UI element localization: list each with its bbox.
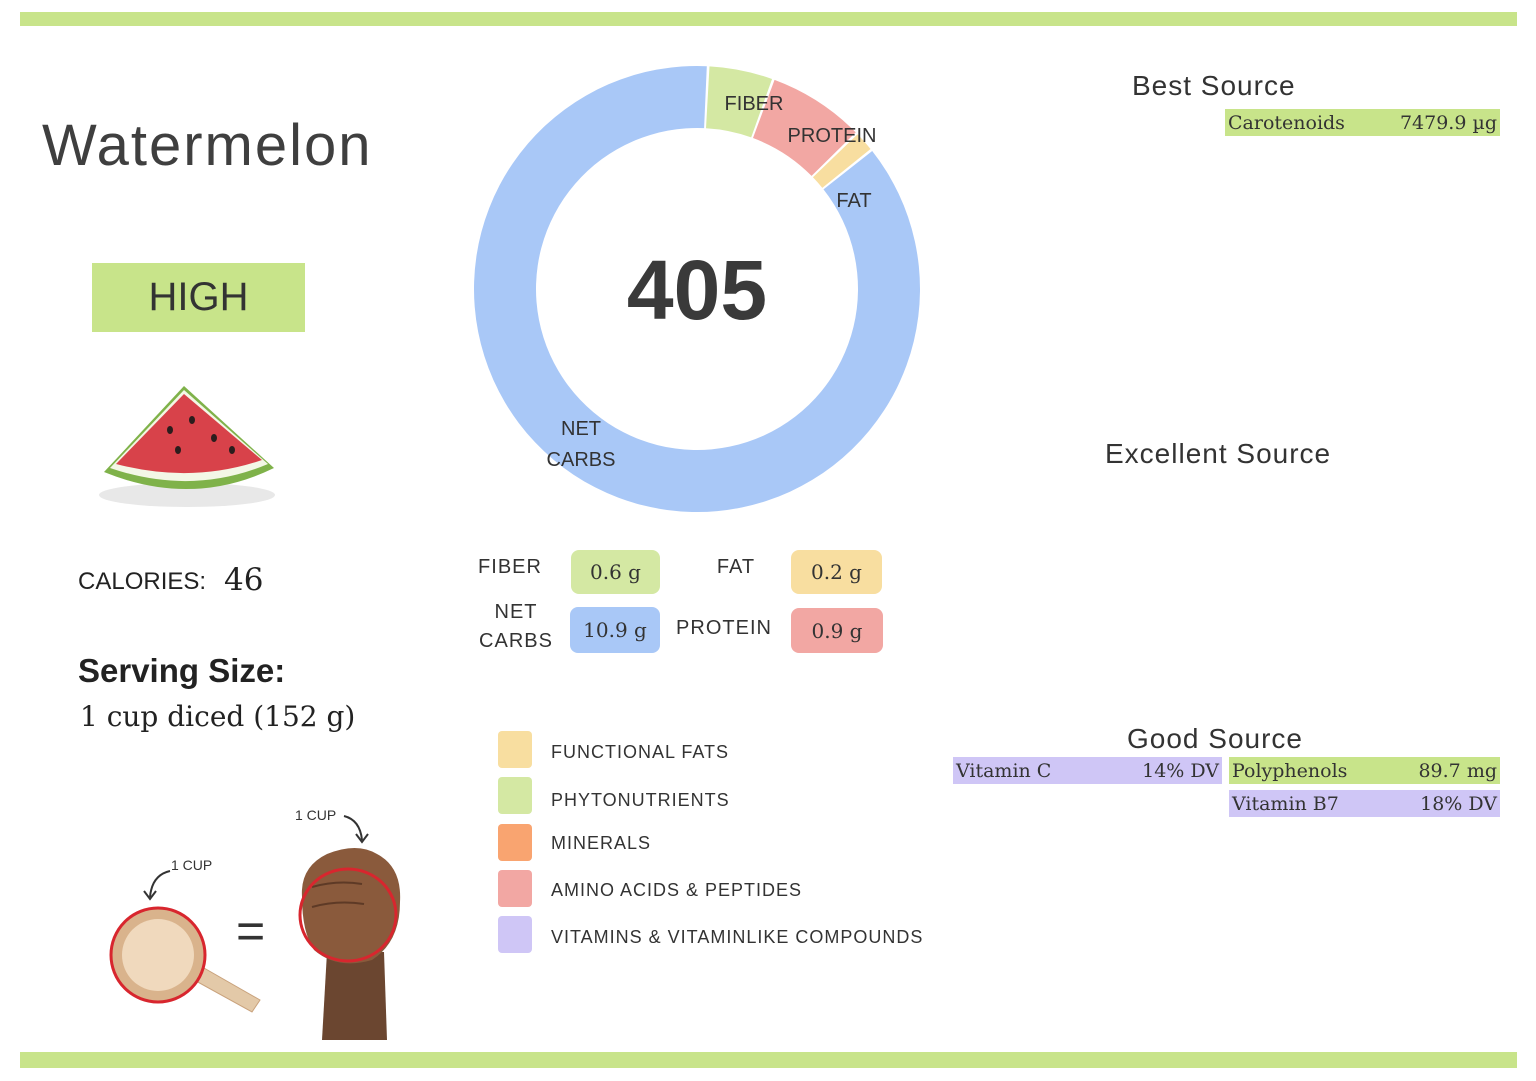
macro-net-carbs-label-line2: CARBS <box>479 630 553 652</box>
top-accent-bar <box>20 12 1517 26</box>
best-source-title: Best Source <box>1132 70 1296 101</box>
legend-swatch-amino-acids <box>498 870 532 907</box>
calories-label: CALORIES: <box>78 568 207 595</box>
donut-slice-fiber <box>706 66 773 138</box>
good-source-value: 89.7 mg <box>1418 759 1497 782</box>
good-source-value: 18% DV <box>1420 792 1497 815</box>
slice-label-fat: FAT <box>836 190 871 212</box>
equals-sign: = <box>236 903 266 959</box>
good-source-title: Good Source <box>1127 723 1303 754</box>
slice-label-protein: PROTEIN <box>788 125 877 147</box>
slice-label-fiber: FIBER <box>725 93 784 115</box>
good-source-row-polyphenols: Polyphenols 89.7 mg <box>1229 757 1500 784</box>
slice-label-net-carbs-line2: CARBS <box>547 449 616 471</box>
best-source-name: Carotenoids <box>1228 111 1345 134</box>
excellent-source-title: Excellent Source <box>1105 438 1332 469</box>
cup-label: 1 CUP <box>171 857 213 873</box>
best-source-row: Carotenoids 7479.9 µg <box>1225 109 1500 136</box>
slice-label-net-carbs-line1: NET <box>561 418 601 440</box>
legend-label-minerals: MINERALS <box>551 833 652 853</box>
good-source-name: Vitamin C <box>956 759 1052 782</box>
legend-swatch-functional-fats <box>498 731 532 768</box>
legend-label-vitamins: VITAMINS & VITAMINLIKE COMPOUNDS <box>551 927 924 947</box>
watermelon-slice-icon <box>99 386 275 507</box>
good-source-value: 14% DV <box>1142 759 1219 782</box>
good-source-row-vitamin-c: Vitamin C 14% DV <box>953 757 1222 784</box>
best-source-value: 7479.9 µg <box>1399 111 1497 134</box>
legend-label-functional-fats: FUNCTIONAL FATS <box>551 742 730 762</box>
donut-slices <box>474 65 920 512</box>
macro-net-carbs-value: 10.9 g <box>570 607 660 653</box>
serving-size-title: Serving Size: <box>78 652 286 689</box>
macro-protein-label: PROTEIN <box>676 617 772 639</box>
legend-swatch-minerals <box>498 824 532 861</box>
macro-fiber-value: 0.6 g <box>571 550 660 594</box>
food-title: Watermelon <box>42 113 373 178</box>
donut-slice-protein <box>752 79 856 176</box>
good-source-row-vitamin-b7: Vitamin B7 18% DV <box>1229 790 1500 817</box>
legend-label-amino-acids: AMINO ACIDS & PEPTIDES <box>551 880 803 900</box>
bottom-accent-bar <box>20 1052 1517 1068</box>
good-source-name: Vitamin B7 <box>1232 792 1339 815</box>
donut-slice-fat <box>812 134 871 188</box>
measuring-cup-icon <box>109 906 261 1013</box>
calories-value: 46 <box>224 562 264 598</box>
serving-size-value: 1 cup diced (152 g) <box>80 700 356 733</box>
macro-protein-value: 0.9 g <box>791 608 883 653</box>
legend-swatch-vitamins <box>498 916 532 953</box>
legend-label-phytonutrients: PHYTONUTRIENTS <box>551 790 730 810</box>
macro-net-carbs-label-line1: NET <box>494 601 538 623</box>
curved-arrow-icon <box>143 870 171 901</box>
curved-arrow-icon <box>343 815 369 844</box>
rating-badge: HIGH <box>92 263 305 332</box>
legend-swatch-phytonutrients <box>498 777 532 814</box>
macro-fat-value: 0.2 g <box>791 550 882 594</box>
donut-center-value: 405 <box>627 243 767 337</box>
good-source-name: Polyphenols <box>1232 759 1348 782</box>
macro-fiber-label: FIBER <box>478 556 542 578</box>
fist-label: 1 CUP <box>295 807 337 823</box>
macro-donut-chart: 405 FIBER PROTEIN FAT NET CARBS <box>474 65 920 512</box>
macro-fat-label: FAT <box>716 556 756 578</box>
fist-icon <box>298 848 401 1040</box>
